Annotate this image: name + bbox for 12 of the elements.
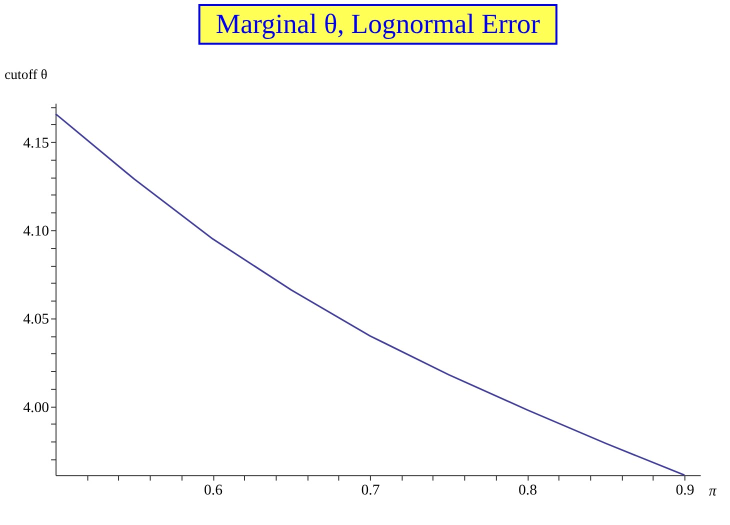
x-tick-label: 0.7 (361, 482, 380, 499)
x-tick-label: 0.8 (518, 482, 538, 499)
y-axis-title: cutoff θ (4, 68, 48, 83)
x-tick-label: 0.9 (676, 482, 694, 499)
x-axis-title: π (708, 484, 717, 500)
y-tick-label: 4.05 (23, 312, 50, 328)
x-tick-label: 0.6 (204, 482, 223, 499)
y-tick-label: 4.10 (23, 224, 50, 240)
y-tick-label: 4.15 (23, 135, 50, 152)
chart-title: Marginal θ, Lognormal Error (216, 8, 540, 40)
line-series (54, 113, 686, 476)
y-tick-label: 4.00 (23, 400, 50, 416)
